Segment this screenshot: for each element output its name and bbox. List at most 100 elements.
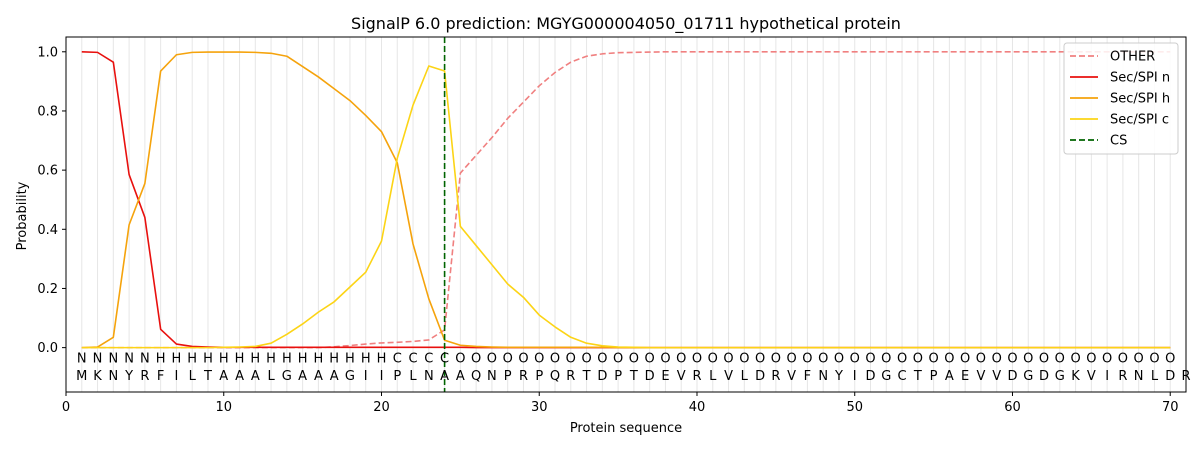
region-label: H	[377, 351, 387, 366]
sequence-residue: L	[409, 369, 417, 384]
sequence-residue: N	[818, 369, 828, 384]
sequence-residue: L	[741, 369, 749, 384]
sequence-residue: P	[930, 369, 938, 384]
sequence-residue: V	[1087, 369, 1096, 384]
sequence-residue: I	[364, 369, 368, 384]
region-label: H	[172, 351, 182, 366]
region-label: O	[629, 351, 639, 366]
y-tick-label: 1.0	[37, 45, 58, 60]
region-label: O	[881, 351, 891, 366]
region-label: O	[613, 351, 623, 366]
region-label: O	[755, 351, 765, 366]
x-tick-label: 40	[689, 400, 706, 415]
sequence-residue: L	[189, 369, 197, 384]
sequence-residue: T	[913, 369, 922, 384]
chart-title: SignalP 6.0 prediction: MGYG000004050_01…	[351, 14, 901, 34]
region-label: O	[1039, 351, 1049, 366]
x-tick-label: 60	[1004, 400, 1021, 415]
region-label: H	[282, 351, 292, 366]
region-label: C	[424, 351, 433, 366]
region-label: O	[597, 351, 607, 366]
region-label: O	[1149, 351, 1159, 366]
sequence-residue: G	[282, 369, 292, 384]
region-label: O	[865, 351, 875, 366]
region-label: H	[187, 351, 197, 366]
region-label: O	[818, 351, 828, 366]
sequence-residue: A	[945, 369, 954, 384]
x-tick-label: 0	[62, 400, 70, 415]
region-label: O	[976, 351, 986, 366]
sequence-residue: D	[1007, 369, 1017, 384]
region-label: O	[1134, 351, 1144, 366]
region-label: O	[723, 351, 733, 366]
region-label: H	[156, 351, 166, 366]
region-label: C	[440, 351, 449, 366]
region-label: O	[581, 351, 591, 366]
sequence-residue: N	[424, 369, 434, 384]
sequence-residue: A	[330, 369, 339, 384]
region-label: O	[1055, 351, 1065, 366]
region-label: H	[329, 351, 339, 366]
sequence-residue: D	[1165, 369, 1175, 384]
sequence-residue: N	[108, 369, 118, 384]
sequence-residue: R	[519, 369, 528, 384]
region-label: O	[850, 351, 860, 366]
legend-box	[1063, 42, 1179, 155]
sequence-residue: L	[709, 369, 717, 384]
region-label: O	[534, 351, 544, 366]
region-label: O	[471, 351, 481, 366]
region-label: H	[298, 351, 308, 366]
region-label: O	[550, 351, 560, 366]
sequence-residue: V	[787, 369, 796, 384]
region-label: N	[108, 351, 118, 366]
sequence-residue: G	[345, 369, 355, 384]
sequence-residue: Y	[834, 369, 843, 384]
legend-entry: Sec/SPI c	[1110, 113, 1169, 128]
region-label: H	[219, 351, 229, 366]
x-tick-label: 20	[373, 400, 390, 415]
sequence-residue: V	[677, 369, 686, 384]
x-tick-label: 10	[215, 400, 232, 415]
axes-frame	[65, 36, 1187, 393]
sequence-residue: I	[853, 369, 857, 384]
sequence-residue: P	[535, 369, 543, 384]
region-label: N	[124, 351, 134, 366]
sequence-residue: R	[566, 369, 575, 384]
legend-entry: CS	[1110, 134, 1127, 149]
sequence-residue: E	[661, 369, 669, 384]
sequence-residue: D	[597, 369, 607, 384]
x-axis-label: Protein sequence	[570, 421, 682, 436]
region-label: O	[771, 351, 781, 366]
sequence-residue: T	[629, 369, 638, 384]
region-label: O	[787, 351, 797, 366]
sequence-residue: A	[251, 369, 260, 384]
sequence-residue: R	[692, 369, 701, 384]
sequence-residue: A	[235, 369, 244, 384]
sequence-residue: A	[314, 369, 323, 384]
sequence-residue: T	[582, 369, 591, 384]
sequence-residue: D	[755, 369, 765, 384]
region-label: O	[1165, 351, 1175, 366]
region-label: O	[834, 351, 844, 366]
sequence-residue: Y	[124, 369, 133, 384]
region-label: H	[266, 351, 276, 366]
sequence-residue: Q	[471, 369, 481, 384]
region-label: H	[250, 351, 260, 366]
region-label: O	[1118, 351, 1128, 366]
series-line-2	[81, 51, 1171, 349]
region-label: H	[345, 351, 355, 366]
legend-entry: OTHER	[1110, 50, 1155, 65]
sequence-residue: T	[203, 369, 212, 384]
sequence-residue: N	[487, 369, 497, 384]
region-label: O	[960, 351, 970, 366]
sequence-residue: L	[1151, 369, 1159, 384]
legend-entry: Sec/SPI n	[1110, 71, 1170, 86]
series-line-0	[81, 50, 1171, 349]
series-line-1	[81, 50, 1171, 349]
region-label: H	[203, 351, 213, 366]
y-tick-label: 0.2	[37, 282, 58, 297]
region-label: O	[518, 351, 528, 366]
region-label: N	[93, 351, 103, 366]
y-tick-label: 0.4	[37, 223, 58, 238]
